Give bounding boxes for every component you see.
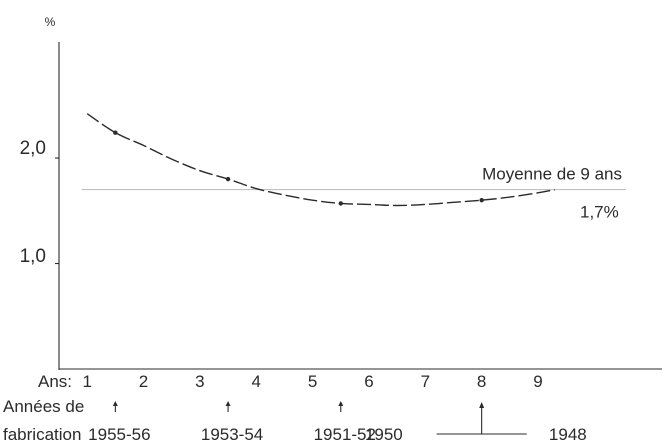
x-tick-label: 5	[308, 372, 317, 391]
series-markers	[113, 130, 484, 206]
year-arrow-head	[338, 401, 344, 406]
x-tick-label: 4	[252, 372, 261, 391]
average-value-label: 1,7%	[580, 203, 619, 222]
data-point	[479, 198, 484, 203]
fabrication-year-label: 1955-56	[88, 425, 150, 444]
data-point	[113, 130, 118, 135]
x-tick-label: 9	[533, 372, 542, 391]
row-label-annees: Années de	[3, 397, 84, 416]
year-arrow-head	[479, 402, 485, 408]
year-arrow-head	[225, 401, 231, 406]
data-point	[225, 176, 231, 182]
y-tick-label-1: 1,0	[20, 246, 46, 267]
series-line	[86, 113, 556, 207]
year-arrow-head	[112, 401, 118, 406]
average-label: Moyenne de 9 ans	[482, 165, 622, 184]
row-label-fabrication: fabrication	[3, 425, 81, 444]
x-tick-label: 1	[82, 372, 91, 391]
y-tick-label-2: 2,0	[20, 138, 46, 159]
x-axis-prefix: Ans:	[38, 372, 72, 391]
fabrication-year-label: 1948	[549, 425, 587, 444]
x-tick-label: 7	[421, 372, 430, 391]
x-tick-label: 8	[477, 372, 486, 391]
fabrication-year-label: 1951-52	[314, 425, 376, 444]
fabrication-year-label: 1953-54	[201, 425, 263, 444]
x-tick-label: 6	[364, 372, 373, 391]
fabrication-year-label: 1950	[365, 425, 403, 444]
data-point	[338, 201, 343, 206]
x-tick-label: 3	[195, 372, 204, 391]
x-tick-labels: 1 2 3 4 5 6 7 8 9	[82, 372, 542, 391]
y-unit-label: %	[45, 15, 56, 29]
x-tick-label: 2	[139, 372, 148, 391]
